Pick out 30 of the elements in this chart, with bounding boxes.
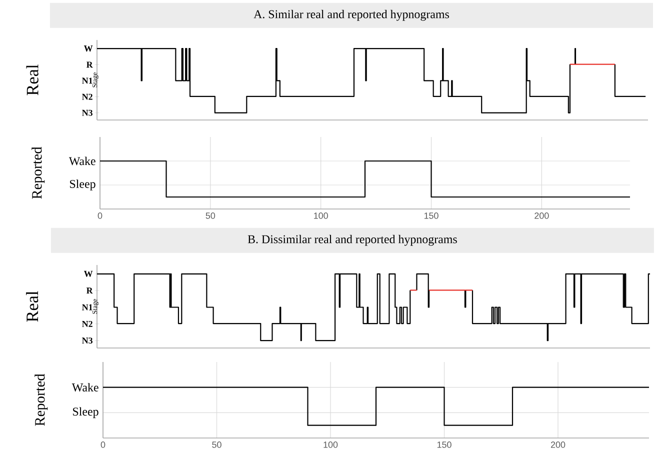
text: N1 (82, 78, 92, 84)
text: W (84, 46, 93, 52)
text: N2 (82, 94, 92, 100)
x-tick-label: 50 (206, 212, 216, 219)
text: Real (26, 291, 38, 322)
x-tick-label: 150 (437, 442, 452, 448)
chart-title: A. Similar real and reported hypnograms (254, 10, 449, 21)
text: Sleep (70, 180, 96, 190)
x-tick-label: 0 (98, 212, 102, 219)
x-tick-label: 100 (324, 442, 338, 448)
text: Real (26, 64, 38, 96)
x-tick-label: 200 (534, 212, 549, 219)
text: N3 (82, 338, 92, 344)
x-tick-label: 50 (212, 442, 222, 448)
text: N2 (82, 320, 92, 327)
x-tick-label: 100 (314, 212, 328, 219)
text: Wake (68, 156, 96, 166)
text: Wake (72, 383, 98, 392)
x-tick-label: 200 (550, 442, 566, 448)
y-axis-title: Reported (32, 146, 45, 199)
text: N3 (82, 110, 92, 116)
text: Sleep (73, 407, 98, 418)
x-tick-label: 0 (100, 442, 106, 448)
text: N1 (82, 304, 92, 310)
y-axis-title: Reported (34, 374, 48, 426)
text: R (86, 288, 93, 294)
text: R (86, 62, 93, 68)
chart-title: B. Dissimilar real and reported hypnograms (248, 234, 457, 246)
x-tick-label: 150 (424, 212, 438, 219)
text: W (84, 270, 93, 277)
